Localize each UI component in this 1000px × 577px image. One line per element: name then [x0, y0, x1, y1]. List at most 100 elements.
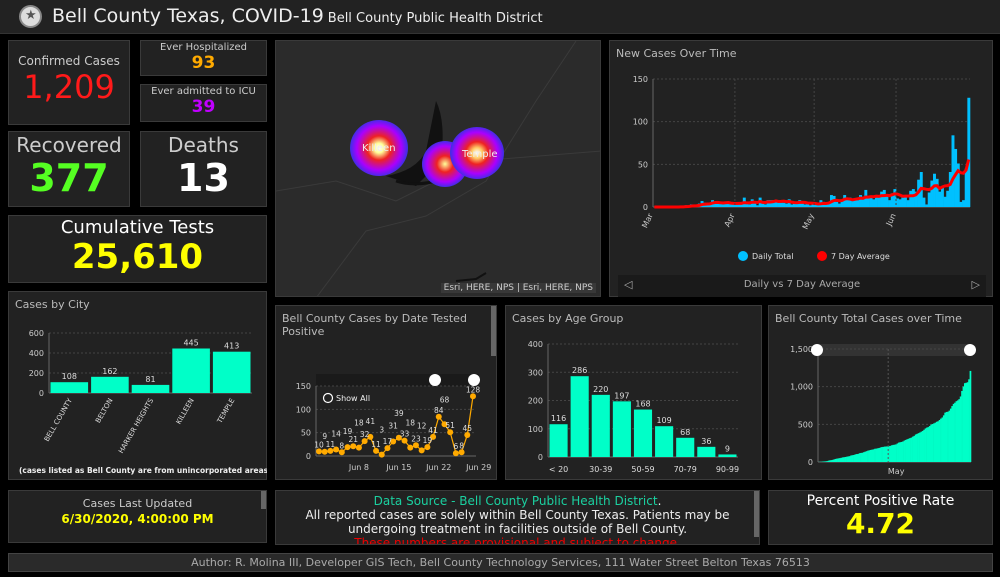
daily-bar	[885, 195, 889, 207]
page-title: Bell County Texas, COVID-19 Bell County P…	[52, 5, 543, 27]
panel-scrollbar[interactable]	[491, 306, 496, 356]
cumulative-bar	[934, 422, 937, 462]
daily-bar	[911, 189, 915, 207]
cumulative-bar	[945, 411, 948, 462]
data-label: 11	[326, 440, 336, 449]
data-label: 39	[394, 409, 404, 418]
cumulative-bar	[834, 458, 837, 462]
daily-bar	[756, 205, 759, 207]
daily-bar	[763, 204, 767, 207]
cumulative-bar	[966, 382, 969, 462]
bar	[131, 384, 170, 393]
daily-bar	[948, 172, 952, 207]
daily-bar	[866, 198, 870, 207]
data-label: 6	[453, 442, 458, 451]
data-label: 17	[383, 437, 393, 446]
recovered-card: Recovered 377	[8, 131, 130, 207]
icu-card: Ever admitted to ICU 39	[140, 84, 267, 122]
legend-daily-total-icon	[738, 251, 748, 261]
range-handle-left[interactable]	[811, 344, 823, 356]
cumulative-bar	[879, 447, 882, 462]
panel-scrollbar[interactable]	[261, 491, 266, 509]
daily-bar	[785, 203, 789, 207]
cumulative-bar	[888, 446, 890, 462]
daily-bar	[732, 203, 736, 207]
daily-bar	[925, 204, 929, 207]
x-tick-label: Apr	[723, 211, 737, 228]
data-point	[378, 451, 385, 458]
data-point	[407, 444, 414, 451]
y-tick-label: 0	[306, 452, 311, 461]
x-tick-label: May	[888, 467, 905, 476]
daily-bar	[729, 204, 733, 207]
last-updated-card: Cases Last Updated 6/30/2020, 4:00:00 PM	[8, 490, 267, 543]
data-point	[395, 434, 402, 441]
data-point	[401, 437, 408, 444]
cumulative-bar	[952, 403, 955, 462]
data-label: 162	[102, 367, 117, 376]
data-label: 197	[614, 391, 629, 400]
daily-bar	[935, 178, 939, 207]
footer-credits: Author: R. Molina III, Developer GIS Tec…	[8, 553, 993, 572]
cumulative-bar	[969, 370, 972, 462]
daily-bar	[872, 199, 876, 207]
chart-pager-label: Daily vs 7 Day Average	[743, 279, 861, 290]
data-label: 84	[434, 406, 444, 415]
daily-bar	[954, 148, 958, 207]
x-tick-label: BELL COUNTY	[43, 396, 75, 443]
panel-scrollbar[interactable]	[754, 491, 759, 537]
x-tick-label: TEMPLE	[215, 397, 236, 426]
next-chart-icon[interactable]: ▷	[971, 278, 980, 291]
data-label: 109	[656, 416, 671, 425]
daily-bar	[753, 202, 757, 207]
range-handle-right[interactable]	[964, 344, 976, 356]
cumulative-bar	[954, 402, 956, 462]
cumulative-bar	[920, 431, 923, 462]
map[interactable]: Killeen Temple Esri, HERE, NPS | Esri, H…	[275, 40, 601, 297]
total-cases-chart[interactable]: 0 500 1,000 1,500 May	[769, 306, 994, 481]
cumulative-bar	[906, 439, 909, 462]
daily-bar	[843, 195, 847, 207]
bar	[633, 409, 653, 457]
daily-bar	[837, 203, 841, 207]
cumulative-bar	[846, 456, 848, 462]
bar	[591, 394, 610, 457]
data-source-link[interactable]: Data Source - Bell County Public Health …	[373, 494, 658, 508]
data-label: 220	[593, 385, 608, 394]
cumulative-bar	[958, 399, 961, 462]
data-label: 3	[379, 426, 384, 435]
legend-seven-day-icon	[817, 251, 827, 261]
cumulative-bar	[885, 446, 888, 462]
cumulative-bar	[940, 418, 942, 462]
zoom-handle-left[interactable]	[429, 374, 441, 386]
data-label: 31	[388, 422, 398, 431]
positive-rate-card: Percent Positive Rate 4.72	[768, 490, 993, 545]
daily-bar	[811, 204, 815, 207]
hospitalized-card: Ever Hospitalized 93	[140, 40, 267, 76]
daily-bar	[893, 189, 897, 207]
cumulative-bar	[850, 455, 852, 462]
previous-chart-icon[interactable]: ◁	[624, 278, 633, 291]
data-label: 33	[400, 430, 410, 439]
cumulative-bar	[937, 421, 940, 462]
data-point	[327, 447, 334, 454]
cumulative-bar	[843, 457, 845, 462]
data-label: 32	[360, 430, 370, 439]
daily-bar	[927, 192, 931, 207]
daily-bar	[761, 203, 765, 207]
x-tick-label: KILLEEN	[175, 397, 196, 426]
data-point	[355, 444, 362, 451]
y-tick-label: 100	[633, 118, 648, 127]
cumulative-bar	[933, 423, 935, 462]
zoom-handle-right[interactable]	[468, 374, 480, 386]
cumulative-bar	[896, 443, 899, 462]
data-point	[344, 444, 351, 451]
cumulative-bar	[823, 461, 826, 462]
x-tick-label: 90-99	[716, 465, 739, 474]
show-all-button[interactable]: Show All	[336, 394, 370, 403]
daily-bar	[713, 201, 717, 207]
daily-bar	[956, 163, 960, 207]
cumulative-bar	[968, 379, 970, 462]
